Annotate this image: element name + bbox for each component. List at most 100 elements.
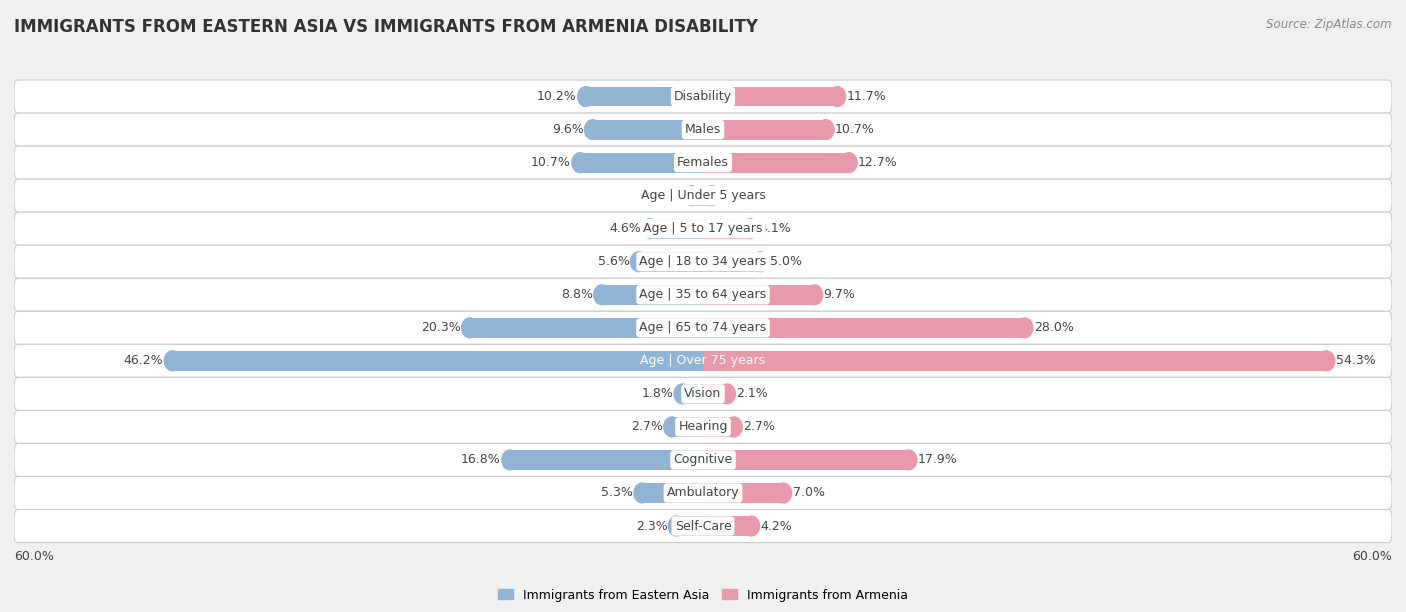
Text: Disability: Disability — [673, 90, 733, 103]
FancyBboxPatch shape — [14, 80, 1392, 113]
Ellipse shape — [673, 384, 690, 404]
Ellipse shape — [668, 516, 685, 536]
Text: Age | 65 to 74 years: Age | 65 to 74 years — [640, 321, 766, 334]
FancyBboxPatch shape — [14, 113, 1392, 146]
FancyBboxPatch shape — [14, 345, 1392, 378]
Text: 20.3%: 20.3% — [420, 321, 461, 334]
Ellipse shape — [742, 219, 758, 239]
Bar — [703, 120, 825, 140]
Text: 12.7%: 12.7% — [858, 156, 898, 169]
Ellipse shape — [165, 351, 181, 371]
Bar — [703, 219, 749, 239]
Text: Vision: Vision — [685, 387, 721, 400]
Text: Self-Care: Self-Care — [675, 520, 731, 532]
Bar — [643, 483, 703, 503]
Ellipse shape — [643, 219, 658, 239]
Ellipse shape — [630, 252, 647, 272]
Ellipse shape — [900, 450, 917, 470]
FancyBboxPatch shape — [14, 378, 1392, 411]
Text: 9.7%: 9.7% — [824, 288, 855, 301]
Text: 10.7%: 10.7% — [835, 123, 875, 136]
Text: Age | 5 to 17 years: Age | 5 to 17 years — [644, 222, 762, 235]
Ellipse shape — [830, 87, 845, 106]
Bar — [173, 351, 703, 371]
Bar — [703, 516, 751, 536]
Bar — [703, 186, 711, 206]
Ellipse shape — [725, 417, 742, 437]
Text: 1.8%: 1.8% — [641, 387, 673, 400]
Bar — [586, 87, 703, 106]
Ellipse shape — [461, 318, 478, 338]
FancyBboxPatch shape — [14, 411, 1392, 444]
Bar — [581, 153, 703, 173]
FancyBboxPatch shape — [14, 510, 1392, 543]
Legend: Immigrants from Eastern Asia, Immigrants from Armenia: Immigrants from Eastern Asia, Immigrants… — [494, 584, 912, 606]
Text: 60.0%: 60.0% — [1353, 550, 1392, 563]
Bar — [638, 252, 703, 272]
Text: 7.0%: 7.0% — [793, 487, 824, 499]
FancyBboxPatch shape — [14, 444, 1392, 477]
Bar — [703, 417, 734, 437]
Bar — [593, 120, 703, 140]
Text: Age | 35 to 64 years: Age | 35 to 64 years — [640, 288, 766, 301]
Text: Hearing: Hearing — [678, 420, 728, 433]
Bar — [672, 417, 703, 437]
Ellipse shape — [502, 450, 519, 470]
Ellipse shape — [841, 153, 858, 173]
Ellipse shape — [664, 417, 681, 437]
Text: 10.7%: 10.7% — [531, 156, 571, 169]
Text: 17.9%: 17.9% — [918, 453, 957, 466]
Text: 1.0%: 1.0% — [651, 189, 682, 202]
Ellipse shape — [578, 87, 595, 106]
Bar — [650, 219, 703, 239]
Text: 60.0%: 60.0% — [14, 550, 53, 563]
Ellipse shape — [718, 384, 735, 404]
Text: 2.3%: 2.3% — [636, 520, 668, 532]
FancyBboxPatch shape — [14, 278, 1392, 312]
Bar — [703, 285, 814, 305]
Text: 16.8%: 16.8% — [461, 453, 501, 466]
Bar — [602, 285, 703, 305]
Ellipse shape — [593, 285, 610, 305]
Bar — [470, 318, 703, 338]
Bar — [703, 351, 1326, 371]
Ellipse shape — [634, 483, 651, 503]
Bar — [703, 384, 727, 404]
Ellipse shape — [703, 186, 720, 206]
Ellipse shape — [775, 483, 792, 503]
Ellipse shape — [1017, 318, 1033, 338]
Text: 4.2%: 4.2% — [761, 520, 792, 532]
Text: 9.6%: 9.6% — [551, 123, 583, 136]
Bar — [682, 384, 703, 404]
Text: 4.1%: 4.1% — [759, 222, 792, 235]
FancyBboxPatch shape — [14, 212, 1392, 245]
Ellipse shape — [585, 120, 600, 140]
Text: IMMIGRANTS FROM EASTERN ASIA VS IMMIGRANTS FROM ARMENIA DISABILITY: IMMIGRANTS FROM EASTERN ASIA VS IMMIGRAN… — [14, 18, 758, 36]
Text: Ambulatory: Ambulatory — [666, 487, 740, 499]
Text: 5.0%: 5.0% — [769, 255, 801, 268]
Text: 8.8%: 8.8% — [561, 288, 593, 301]
Bar — [703, 252, 761, 272]
Bar — [703, 318, 1025, 338]
Text: 2.7%: 2.7% — [631, 420, 662, 433]
FancyBboxPatch shape — [14, 245, 1392, 278]
Bar — [703, 87, 838, 106]
Bar — [510, 450, 703, 470]
Text: Cognitive: Cognitive — [673, 453, 733, 466]
FancyBboxPatch shape — [14, 477, 1392, 510]
Ellipse shape — [806, 285, 823, 305]
Text: Age | Under 5 years: Age | Under 5 years — [641, 189, 765, 202]
Bar — [676, 516, 703, 536]
Text: 54.3%: 54.3% — [1336, 354, 1375, 367]
Ellipse shape — [752, 252, 769, 272]
Text: 2.7%: 2.7% — [744, 420, 775, 433]
FancyBboxPatch shape — [14, 179, 1392, 212]
Text: 46.2%: 46.2% — [124, 354, 163, 367]
Bar — [703, 483, 783, 503]
FancyBboxPatch shape — [14, 146, 1392, 179]
Text: 4.6%: 4.6% — [609, 222, 641, 235]
Ellipse shape — [818, 120, 834, 140]
Bar — [703, 153, 849, 173]
Ellipse shape — [683, 186, 700, 206]
Text: Age | 18 to 34 years: Age | 18 to 34 years — [640, 255, 766, 268]
